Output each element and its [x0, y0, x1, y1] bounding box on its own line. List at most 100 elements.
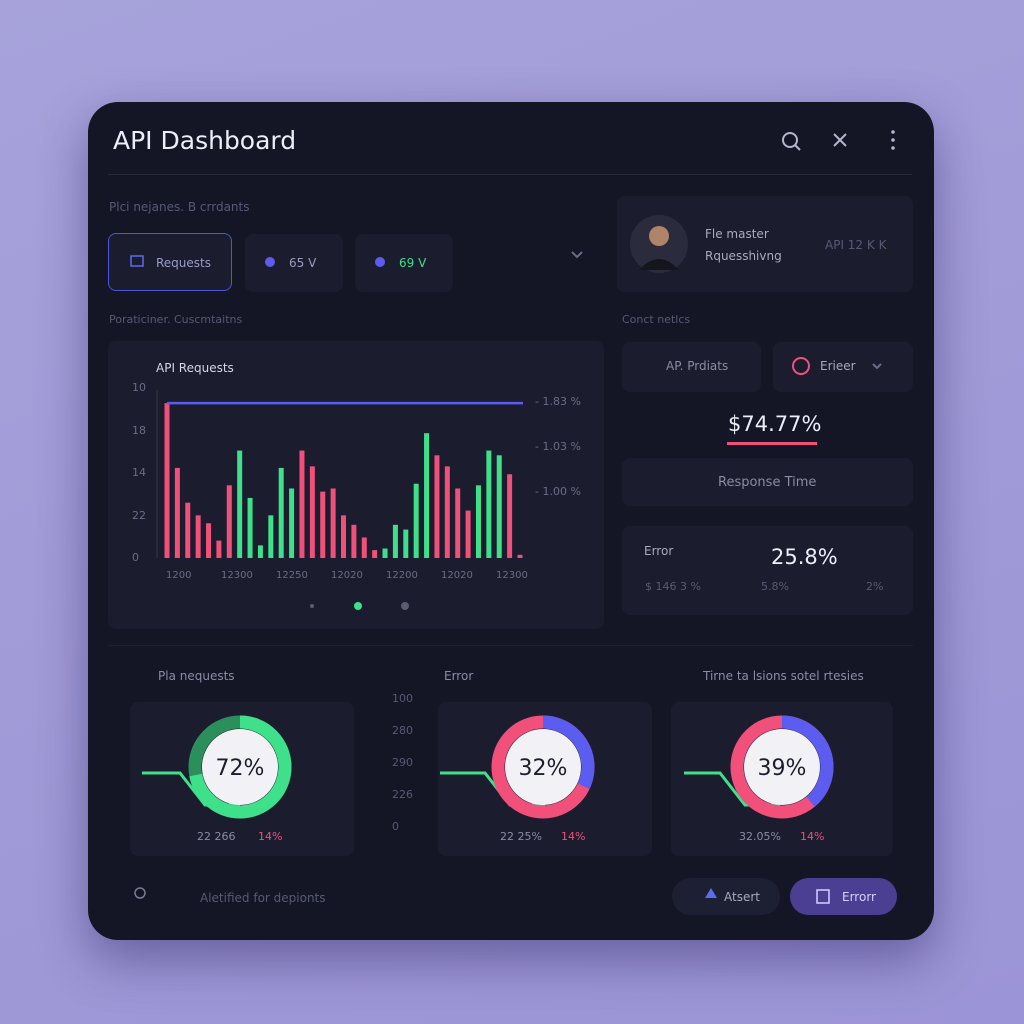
bar [465, 510, 471, 558]
tab-icon [375, 257, 385, 267]
bar [517, 554, 523, 558]
tab[interactable] [355, 234, 453, 292]
tab-icon [265, 257, 275, 267]
alert-button[interactable] [672, 878, 780, 915]
error-title: Error [644, 544, 674, 558]
metric-button-label: Erieer [820, 359, 856, 373]
donut-arc [188, 715, 292, 819]
tab[interactable] [245, 234, 343, 292]
bar [278, 467, 284, 558]
button-label: Errorr [842, 890, 876, 904]
donut-label: 39% [758, 756, 807, 781]
bar [247, 497, 253, 558]
donut-axis-label: 290 [392, 756, 413, 769]
metric-button[interactable] [622, 342, 761, 392]
bar [361, 537, 367, 558]
metric-button-label: AP. Prdiats [666, 359, 729, 373]
donut-title: Pla nequests [158, 669, 235, 683]
y-axis-label: 14 [132, 466, 146, 479]
right-label: - 1.83 % [535, 395, 581, 408]
bar [237, 450, 243, 558]
tab-label: 69 V [399, 256, 427, 270]
x-axis-label: 12200 [386, 570, 418, 581]
title: API Dashboard [113, 126, 297, 155]
y-axis-label: 0 [132, 551, 139, 564]
chart-title: API Requests [156, 361, 234, 375]
bar [206, 523, 212, 558]
tab-icon [130, 255, 144, 267]
response-panel[interactable] [622, 458, 913, 506]
x-axis-label: 12300 [496, 570, 528, 581]
donut-center [202, 729, 278, 805]
donut-title: Error [444, 669, 474, 683]
right-label: - 1.03 % [535, 440, 581, 453]
divider [108, 174, 912, 175]
x-axis-label: 12020 [331, 570, 363, 581]
profile-name: Fle master [705, 227, 769, 241]
donut-footer: 32.05% [739, 830, 781, 843]
bar [309, 466, 315, 558]
tab[interactable] [108, 233, 232, 291]
bar [455, 488, 461, 558]
bar [320, 491, 326, 558]
y-axis-label: 22 [132, 508, 146, 522]
bar [289, 488, 295, 558]
donut-label: 32% [519, 756, 568, 781]
section-label: Conct netlcs [622, 313, 691, 326]
donut-center [505, 729, 581, 805]
donut-footer: 22 266 [197, 830, 236, 843]
donut-title: Tirne ta lsions sotel rtesies [703, 669, 864, 683]
y-axis-label: 18 [132, 423, 146, 437]
highlight-value: $74.77% [728, 412, 822, 436]
bar [382, 548, 388, 558]
bar [226, 485, 232, 558]
donut-footer: 22 25% [500, 830, 542, 843]
error-detail: 2% [866, 580, 884, 593]
bar [372, 550, 378, 558]
error-detail: $ 146 3 % [645, 580, 701, 593]
error-button[interactable] [790, 878, 897, 915]
response-label: Response Time [718, 475, 817, 490]
profile-meta: API 12 K K [825, 238, 887, 252]
error-btn-icon [816, 889, 830, 904]
x-axis-label: 12250 [276, 570, 308, 581]
search-icon[interactable] [782, 132, 798, 148]
donut-axis-label: 0 [392, 820, 399, 833]
bar [268, 515, 274, 558]
bar [341, 515, 346, 558]
close-icon[interactable] [833, 133, 847, 147]
header-icons [571, 132, 882, 370]
chevron[interactable] [571, 251, 583, 259]
x-axis-label: 12020 [441, 570, 473, 581]
menu-icon[interactable] [891, 130, 895, 150]
bar [351, 524, 357, 558]
x-axis-label: 12300 [221, 570, 253, 581]
bar [392, 524, 398, 558]
bar [507, 474, 513, 558]
bar [424, 433, 430, 558]
bar [216, 540, 222, 558]
error-detail: 5.8% [761, 580, 789, 593]
tab-label: 65 V [289, 256, 317, 270]
donut-label: 72% [216, 756, 265, 781]
section-label: Poraticiner. Cuscmtaitns [109, 313, 243, 326]
bar [403, 529, 409, 558]
donut-footer: 14% [800, 830, 825, 843]
profile-role: Rquesshivng [705, 249, 782, 263]
pager-active [354, 602, 362, 610]
metric-button[interactable] [773, 342, 913, 392]
donut-axis-label: 226 [392, 788, 413, 801]
bar [486, 450, 492, 558]
bar [330, 488, 336, 558]
footer-icon [134, 887, 146, 899]
error-icon [792, 357, 810, 375]
bar [174, 467, 180, 558]
footer-note: Aletified for depionts [200, 891, 326, 905]
error-panel [622, 526, 913, 615]
y-axis-label: 10 [132, 381, 146, 394]
subtitle: Plci nejanes. B crrdants [109, 200, 250, 214]
bar [413, 483, 419, 558]
donut-axis-label: 280 [392, 724, 413, 737]
